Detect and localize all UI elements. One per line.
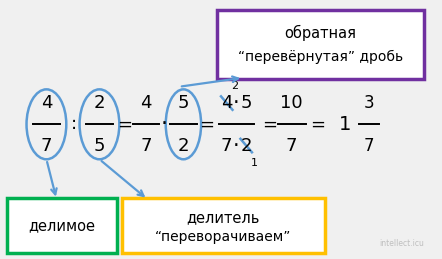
- Text: 1: 1: [251, 158, 258, 168]
- Text: =: =: [262, 115, 277, 133]
- Text: :: :: [71, 115, 77, 133]
- Text: делимое: делимое: [28, 218, 95, 233]
- FancyBboxPatch shape: [7, 198, 117, 253]
- Text: 7: 7: [140, 136, 152, 155]
- Text: 1: 1: [339, 115, 351, 134]
- Text: 7: 7: [286, 136, 297, 155]
- Text: 2: 2: [240, 136, 252, 155]
- Text: “перевёрнутая” дробь: “перевёрнутая” дробь: [238, 49, 403, 64]
- Text: 3: 3: [364, 94, 374, 112]
- Text: 5: 5: [240, 94, 252, 112]
- Text: ·: ·: [233, 135, 240, 156]
- Text: ·: ·: [161, 114, 168, 134]
- Text: 5: 5: [94, 136, 105, 155]
- FancyBboxPatch shape: [122, 198, 325, 253]
- Text: 4: 4: [140, 94, 152, 112]
- Text: 2: 2: [94, 94, 105, 112]
- Text: =: =: [310, 115, 325, 133]
- Text: 4: 4: [41, 94, 52, 112]
- Text: 5: 5: [178, 94, 189, 112]
- Text: ·: ·: [233, 93, 240, 113]
- Text: 10: 10: [280, 94, 303, 112]
- FancyBboxPatch shape: [217, 10, 424, 79]
- Text: “переворачиваем”: “переворачиваем”: [155, 230, 291, 244]
- Text: 2: 2: [178, 136, 189, 155]
- Text: =: =: [118, 115, 133, 133]
- Text: делитель: делитель: [187, 210, 260, 225]
- Text: обратная: обратная: [285, 25, 356, 41]
- Text: =: =: [199, 115, 214, 133]
- Text: 7: 7: [221, 136, 232, 155]
- Text: intellect.icu: intellect.icu: [379, 239, 424, 248]
- Text: 2: 2: [231, 81, 238, 91]
- Text: 4: 4: [221, 94, 232, 112]
- Text: 7: 7: [41, 136, 52, 155]
- Text: 7: 7: [364, 136, 374, 155]
